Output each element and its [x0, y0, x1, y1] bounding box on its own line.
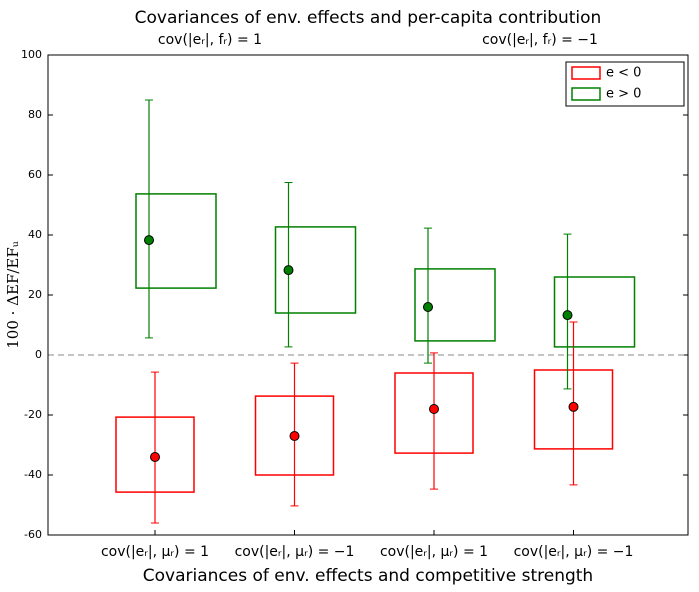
- top-category-label: cov(|eᵣ|, fᵣ) = 1: [158, 32, 262, 48]
- plot-frame: [47, 54, 689, 536]
- y-tick-label: 60: [28, 168, 42, 181]
- y-tick-label: 20: [28, 288, 42, 301]
- mean-point: [283, 265, 294, 276]
- y-tick-label: -20: [24, 408, 42, 421]
- y-tick-label: 100: [21, 48, 42, 61]
- y-tick-label: -40: [24, 468, 42, 481]
- mean-point: [289, 431, 300, 441]
- y-tick-label: 0: [35, 348, 42, 361]
- mean-point: [562, 310, 573, 321]
- chart-title: Covariances of env. effects and per-capi…: [135, 8, 602, 28]
- y-axis-label: 100 · ΔEF/EFᵤ: [4, 241, 22, 349]
- x-tick-label: cov(|eᵣ|, μᵣ) = 1: [101, 544, 209, 560]
- y-tick-label: -60: [24, 528, 42, 541]
- x-tick-label: cov(|eᵣ|, μᵣ) = −1: [514, 544, 634, 560]
- legend-label: e < 0: [606, 66, 641, 81]
- box: [553, 276, 636, 348]
- x-axis-label: Covariances of env. effects and competit…: [143, 566, 593, 586]
- legend-box: [565, 61, 685, 107]
- mean-point: [423, 302, 433, 312]
- x-tick-label: cov(|eᵣ|, μᵣ) = −1: [235, 544, 355, 560]
- box: [274, 226, 357, 314]
- mean-point: [150, 452, 160, 462]
- legend-swatch: [571, 66, 601, 80]
- mean-point: [429, 404, 439, 414]
- legend-swatch: [571, 87, 601, 101]
- box: [135, 193, 217, 289]
- y-tick-label: 80: [28, 108, 42, 121]
- mean-point: [568, 401, 579, 412]
- y-tick-label: 40: [28, 228, 42, 241]
- mean-point: [144, 235, 154, 246]
- x-tick-label: cov(|eᵣ|, μᵣ) = 1: [380, 544, 488, 560]
- legend-label: e > 0: [606, 87, 641, 102]
- box: [414, 268, 496, 342]
- top-category-label: cov(|eᵣ|, fᵣ) = −1: [482, 32, 598, 48]
